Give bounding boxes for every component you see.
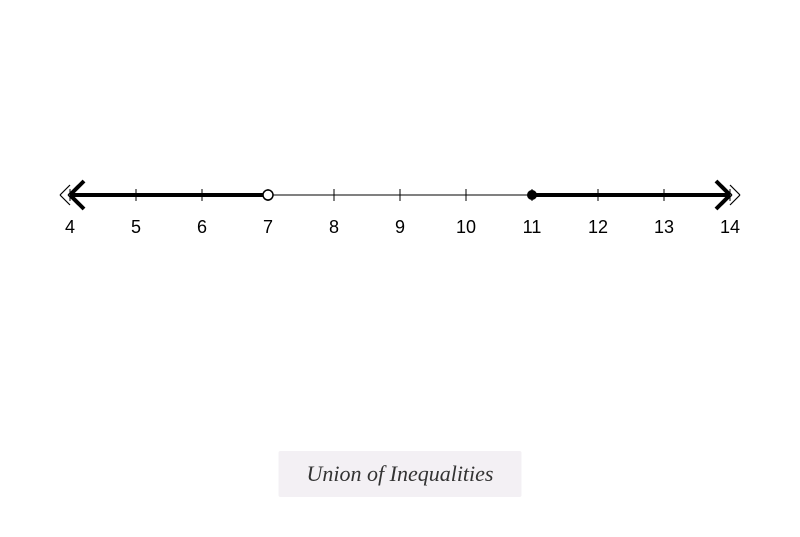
number-line: 4 5 6 7 8 9 10 11 12 13 14	[50, 175, 750, 255]
svg-text:14: 14	[720, 217, 740, 237]
svg-text:8: 8	[329, 217, 339, 237]
svg-text:4: 4	[65, 217, 75, 237]
svg-text:12: 12	[588, 217, 608, 237]
svg-text:6: 6	[197, 217, 207, 237]
caption-text: Union of Inequalities	[307, 461, 494, 486]
svg-text:11: 11	[523, 217, 542, 237]
svg-text:5: 5	[131, 217, 141, 237]
caption-box: Union of Inequalities	[279, 451, 522, 497]
number-line-svg: 4 5 6 7 8 9 10 11 12 13 14	[50, 175, 750, 255]
svg-text:7: 7	[263, 217, 273, 237]
svg-text:13: 13	[654, 217, 674, 237]
svg-text:9: 9	[395, 217, 405, 237]
svg-text:10: 10	[456, 217, 476, 237]
